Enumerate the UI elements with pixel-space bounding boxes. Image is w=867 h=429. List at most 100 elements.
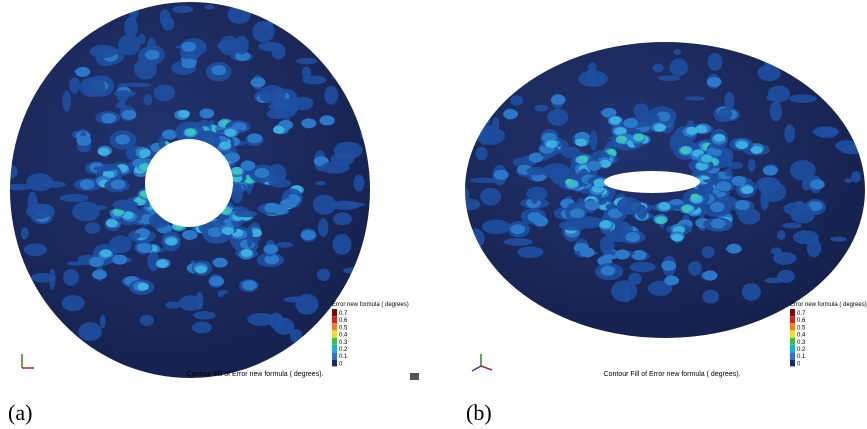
contour-patch: [360, 130, 368, 140]
contour-patch: [89, 257, 104, 267]
legend-swatch: [332, 323, 337, 330]
contour-patch: [149, 213, 170, 228]
contour-patch: [701, 155, 713, 163]
contour-patch: [594, 179, 606, 187]
contour-patch: [510, 224, 525, 234]
contour-patch: [658, 75, 681, 81]
legend-label: 0.3: [339, 340, 348, 346]
contour-patch: [590, 130, 598, 150]
contour-patch: [204, 5, 214, 10]
contour-patch: [830, 236, 847, 241]
contour-patch: [182, 230, 197, 240]
contour-patch: [301, 118, 316, 128]
contour-patch: [504, 238, 533, 246]
contour-patch: [735, 200, 750, 210]
legend-label: 0.4: [797, 333, 806, 339]
legend-title: Error new formula ( degrees): [332, 302, 409, 308]
contour-patch: [736, 141, 748, 149]
legend-swatch: [790, 345, 795, 352]
contour-patch: [777, 230, 786, 240]
contour-patch: [77, 136, 92, 146]
contour-patch: [234, 211, 258, 217]
legend-label: 0.7: [797, 311, 806, 317]
contour-patch: [632, 250, 647, 260]
contour-patch: [681, 148, 689, 154]
contour-patch: [546, 140, 558, 148]
contour-patch: [140, 315, 154, 326]
contour-patch: [137, 283, 149, 291]
contour-patch: [217, 290, 224, 297]
plot-caption: Contour Fill of Error new formula ( degr…: [187, 371, 324, 378]
legend-label: 0.5: [339, 325, 348, 331]
contour-patch: [559, 220, 589, 230]
contour-patch: [318, 218, 328, 237]
legend-swatch: [332, 309, 337, 316]
contour-patch: [213, 258, 228, 268]
contour-patch: [80, 179, 95, 189]
contour-patch: [674, 49, 681, 55]
legend-swatch: [332, 345, 337, 352]
contour-patch: [768, 85, 790, 102]
contour-patch: [90, 45, 118, 59]
contour-patch: [290, 329, 302, 343]
contour-patch: [630, 262, 656, 273]
contour-patch: [85, 222, 100, 234]
contour-patch: [575, 138, 587, 146]
contour-patch: [664, 275, 679, 285]
contour-patch: [233, 169, 241, 175]
contour-patch: [707, 77, 722, 87]
contour-patch: [209, 276, 224, 286]
contour-patch: [166, 238, 178, 246]
contour-patch: [601, 266, 616, 276]
contour-patch: [6, 184, 32, 191]
contour-patch: [109, 235, 132, 253]
contour-patch: [467, 118, 490, 126]
icon: [410, 373, 419, 380]
contour-patch: [114, 90, 136, 97]
contour-patch: [241, 161, 256, 171]
contour-patch: [69, 77, 80, 94]
contour-patch: [296, 58, 317, 64]
contour-patch: [784, 124, 795, 143]
contour-patch: [741, 186, 753, 194]
contour-patch: [145, 50, 160, 60]
contour-patch: [80, 77, 106, 97]
contour-patch: [691, 194, 699, 200]
contour-patch: [725, 168, 733, 177]
contour-patch: [195, 265, 207, 273]
contour-patch: [247, 226, 253, 248]
contour-patch: [94, 205, 108, 210]
contour-patch: [122, 110, 137, 120]
contour-patch: [225, 152, 240, 162]
legend-swatch: [332, 331, 337, 338]
contour-patch: [635, 134, 643, 140]
contour-patch: [254, 168, 269, 178]
contour-patch: [324, 86, 338, 105]
contour-patch: [670, 59, 689, 77]
contour-patch: [182, 59, 197, 69]
legend-label: 0.2: [339, 347, 348, 353]
contour-patch: [656, 217, 664, 223]
contour-patch: [263, 21, 273, 29]
contour-patch: [93, 166, 115, 171]
contour-patch: [702, 246, 715, 258]
contour-patch: [0, 164, 18, 179]
contour-patch: [702, 290, 719, 304]
contour-patch: [263, 244, 278, 254]
contour-patch: [242, 280, 257, 290]
contour-patch: [235, 36, 249, 55]
contour-patch: [75, 67, 90, 77]
contour-patch: [793, 230, 819, 244]
legend-swatch: [790, 323, 795, 330]
contour-patch: [274, 99, 298, 118]
contour-patch: [609, 116, 621, 124]
contour-patch: [231, 183, 243, 203]
contour-patch: [835, 140, 858, 151]
contour-patch: [320, 115, 335, 125]
legend-label: 0.7: [339, 311, 348, 317]
contour-patch: [179, 295, 203, 311]
contour-patch: [172, 6, 193, 14]
legend-swatch: [790, 338, 795, 345]
contour-patch: [844, 178, 852, 183]
contour-patch: [78, 322, 102, 341]
